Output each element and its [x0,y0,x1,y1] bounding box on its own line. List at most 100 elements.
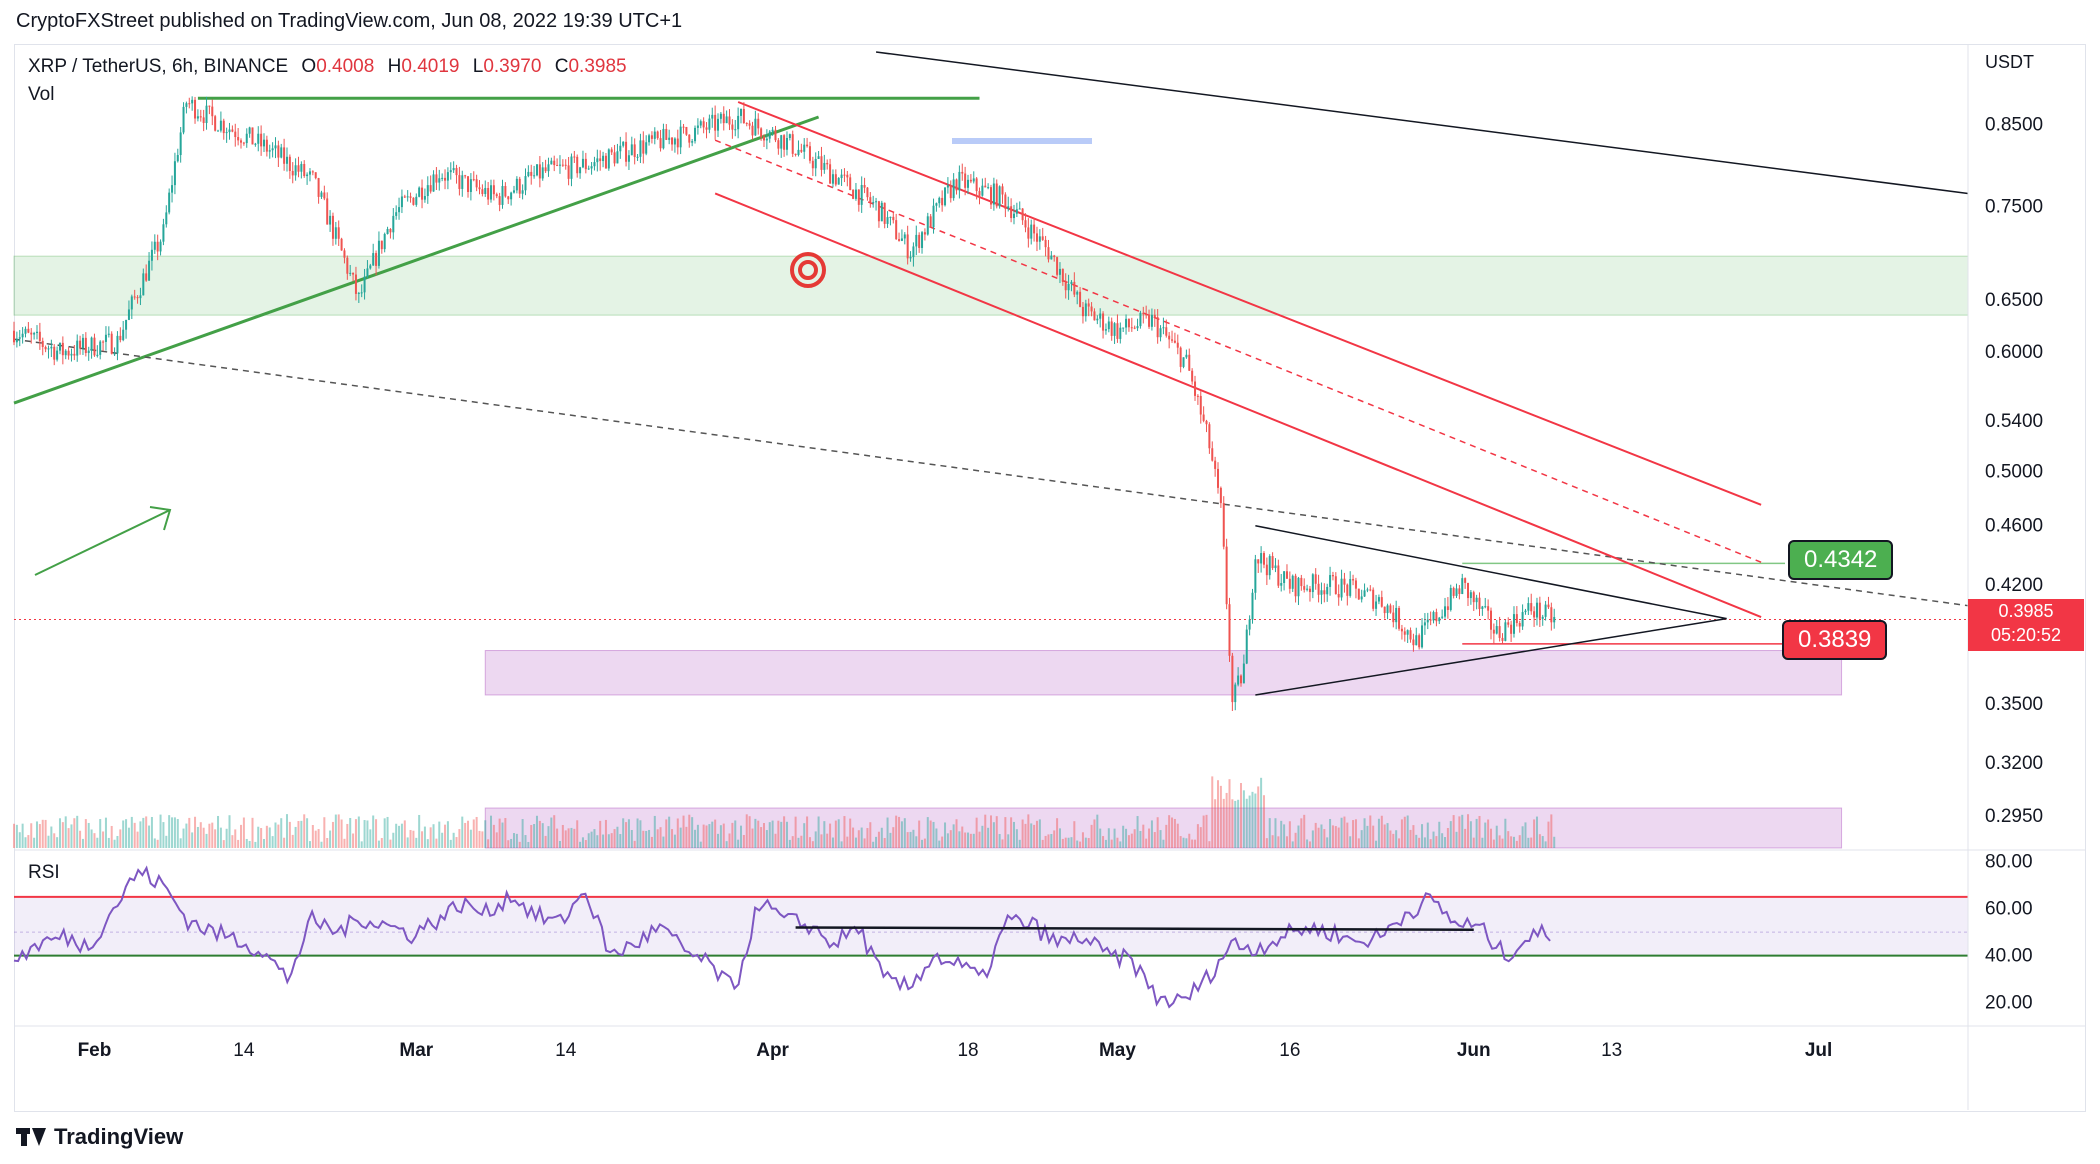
volume-bar [1162,839,1165,848]
volume-bar [921,839,924,848]
volume-bar [1127,835,1130,848]
volume-bar [731,822,734,848]
candle-body [12,330,16,343]
candle-body [343,250,346,258]
volume-bar [412,830,415,848]
volume-bar [645,830,648,848]
candle-body [260,133,263,147]
candle-body [1038,236,1041,242]
candle-body [1383,606,1386,614]
volume-bar [1406,815,1409,848]
candle-body [972,178,975,182]
candle-body [70,353,73,356]
volume-bar [228,815,231,848]
volume-bar [734,820,737,848]
candle-body [1001,186,1004,195]
volume-bar [196,826,199,848]
candle-body [987,187,990,189]
candle-body [349,272,352,274]
volume-bar [774,833,777,848]
candle-body [524,176,527,191]
candle-body [717,118,720,131]
candle-body [222,120,225,134]
volume-bar [280,818,283,848]
candle-body [1518,623,1521,627]
volume-bar [685,826,688,848]
volume-bar [1354,819,1357,848]
candle-body [921,232,924,248]
zones-layer [13,255,1969,849]
candle-body [47,348,50,350]
volume-bar [107,837,110,848]
candle-body [1004,194,1007,209]
volume-bar [1102,836,1105,848]
candle-body [1334,576,1337,594]
volume-bar [395,823,398,848]
volume-bar [133,822,136,848]
volume-bar [475,816,478,848]
volume-bar [70,824,73,848]
candle-body [1064,281,1067,291]
volume-bar [191,832,194,848]
candle-body [932,205,935,228]
small-green-arrow [34,509,171,576]
candle-body [817,156,820,159]
candle-body [903,234,906,239]
candle-body [837,178,840,185]
candle-body [15,338,18,343]
volume-bar [1403,816,1406,848]
volume-bar [935,828,938,848]
volume-bar [820,834,823,848]
candle-body [1533,611,1536,618]
candle-body [1438,617,1441,622]
volume-bar [831,837,834,848]
volume-bar [1024,823,1027,848]
volume-bar [1188,833,1191,848]
volume-bar [1090,824,1093,848]
volume-bar [472,819,475,848]
volume-bar [877,831,880,848]
volume-bar [719,825,722,848]
volume-bar [691,817,694,848]
candle-body [1343,578,1346,585]
volume-bar [392,832,395,848]
volume-bar [1501,838,1504,848]
candle-body [1087,303,1090,307]
tradingview-logo[interactable]: TradingView [16,1124,183,1150]
volume-bar [1472,837,1475,848]
volume-bar [961,826,964,848]
volume-bar [357,816,360,848]
candle-body [705,127,708,130]
candle-body [102,341,105,343]
price-tick-label: 0.2950 [1985,806,2043,827]
candle-body [754,118,757,136]
volume-bar [1015,829,1018,848]
volume-bar [156,839,159,848]
candle-body [211,106,214,117]
volume-bar [469,829,472,848]
price-axis-unit: USDT [1985,52,2034,72]
candle-body [840,174,843,179]
volume-bar [739,825,743,848]
volume-bar [561,824,564,848]
candle-body [791,134,794,154]
volume-bar [93,833,96,848]
candle-body [648,135,651,143]
volume-bar [122,820,125,848]
volume-bar [1285,836,1288,848]
support-badge[interactable]: 0.3839 [1782,620,1888,660]
candle-body [944,187,947,206]
volume-bar [211,822,214,848]
volume-bar [1377,818,1380,848]
dashed-support-line [13,338,1969,607]
candle-body [1504,622,1507,641]
price-tick-label: 0.4600 [1985,516,2043,537]
resistance-badge[interactable]: 0.4342 [1788,540,1894,580]
candle-body [1337,593,1340,598]
price-tick-label: 0.7500 [1985,196,2043,217]
candle-body [314,172,317,179]
volume-bar [1239,783,1243,848]
volume-bar [1231,799,1234,848]
volume-bar [642,830,645,848]
